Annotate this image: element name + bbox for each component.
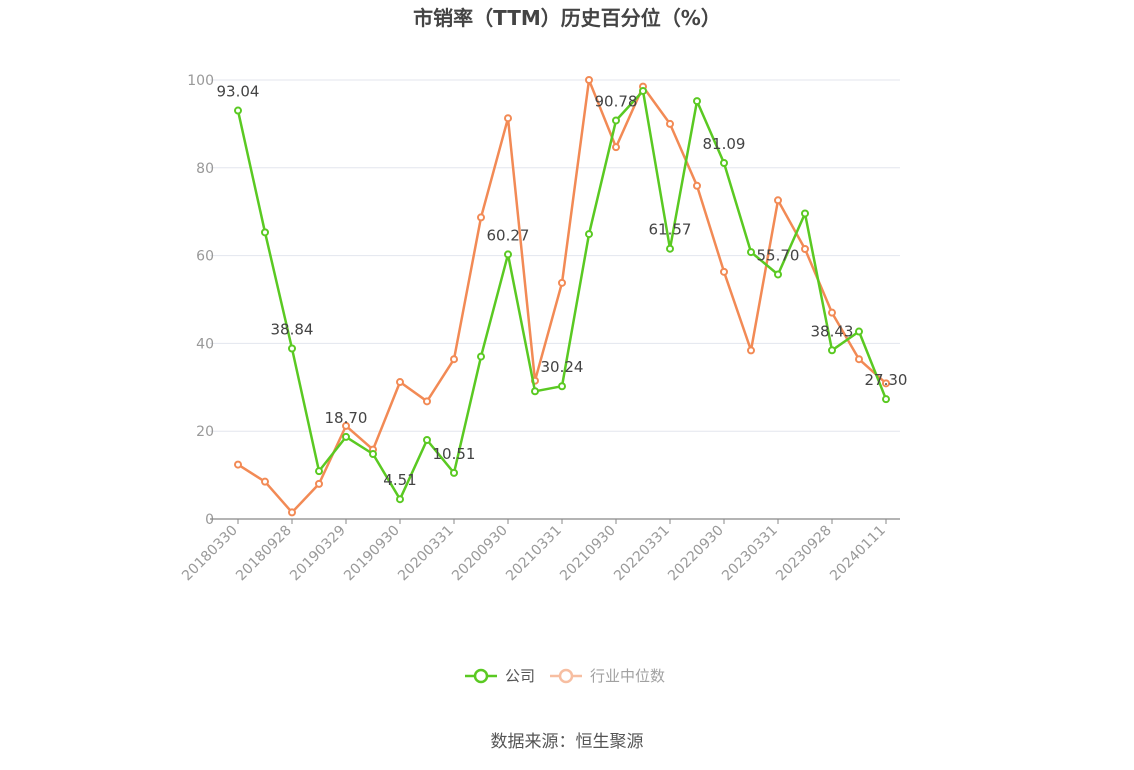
y-tick-label: 40 xyxy=(196,336,214,352)
legend-label: 行业中位数 xyxy=(590,667,665,685)
data-point xyxy=(747,346,755,355)
data-label: 81.09 xyxy=(703,135,746,153)
data-point xyxy=(882,395,890,404)
data-label: 18.70 xyxy=(325,409,368,427)
chart-title: 市销率（TTM）历史百分位（%） xyxy=(413,6,721,30)
x-tick-label: 20240111 xyxy=(827,523,889,585)
data-point xyxy=(720,267,728,276)
grid-layer xyxy=(210,79,900,432)
data-point xyxy=(828,308,836,317)
data-label: 93.04 xyxy=(217,83,260,101)
x-tick-label: 20210331 xyxy=(503,523,565,585)
data-point xyxy=(369,450,377,459)
series-line xyxy=(236,89,888,501)
data-label: 61.57 xyxy=(649,221,692,239)
data-label-layer: 93.04 38.84 18.70 4.51 10.51 60.27 30.24 90.78 6… xyxy=(217,83,908,490)
data-point xyxy=(855,355,863,364)
data-point xyxy=(261,477,269,486)
data-point xyxy=(639,86,647,95)
data-label: 60.27 xyxy=(487,226,530,244)
data-point xyxy=(828,346,836,355)
data-point xyxy=(423,435,431,444)
legend-item[interactable]: 公司 xyxy=(465,667,535,685)
data-point xyxy=(612,143,620,152)
legend-label: 公司 xyxy=(505,667,535,685)
data-point xyxy=(396,378,404,387)
y-tick-label: 80 xyxy=(196,161,214,177)
y-tick-label: 60 xyxy=(196,249,214,265)
data-label: 38.84 xyxy=(271,320,314,338)
legend-swatch-marker xyxy=(558,668,574,684)
legend-swatch-marker xyxy=(473,668,489,684)
data-point xyxy=(288,508,296,517)
data-point xyxy=(396,495,404,504)
data-point xyxy=(693,181,701,190)
data-point xyxy=(774,270,782,279)
x-tick-label: 20200331 xyxy=(395,523,457,585)
x-tick-label: 20200930 xyxy=(449,523,511,585)
data-point xyxy=(747,248,755,257)
data-point xyxy=(342,421,350,430)
x-tick-label: 20210930 xyxy=(557,523,619,585)
source-note: 数据来源：恒生聚源 xyxy=(491,732,644,752)
data-point xyxy=(720,159,728,168)
data-point xyxy=(504,250,512,259)
x-tick-label: 20180330 xyxy=(179,523,241,585)
data-label: 90.78 xyxy=(595,92,638,110)
series-line xyxy=(236,78,888,514)
data-point xyxy=(315,467,323,476)
data-point xyxy=(288,344,296,353)
data-point xyxy=(855,327,863,336)
data-point xyxy=(234,460,242,469)
data-point xyxy=(504,114,512,123)
data-point xyxy=(882,379,890,388)
y-tick-label: 20 xyxy=(196,424,214,440)
data-point xyxy=(585,76,593,84)
data-point xyxy=(315,479,323,488)
data-label: 27.30 xyxy=(865,371,908,389)
x-tick-label: 20190329 xyxy=(287,523,349,585)
data-point xyxy=(774,196,782,205)
data-label: 10.51 xyxy=(433,445,476,463)
legend-item[interactable]: 行业中位数 xyxy=(550,667,665,685)
data-point xyxy=(612,116,620,125)
data-point xyxy=(585,230,593,239)
data-point xyxy=(531,387,539,396)
data-point xyxy=(477,352,485,361)
x-tick-label: 20180928 xyxy=(233,523,295,585)
data-point xyxy=(450,355,458,364)
data-point xyxy=(342,432,350,441)
data-point xyxy=(693,97,701,106)
data-point xyxy=(234,106,242,115)
x-tick-label: 20190930 xyxy=(341,523,403,585)
data-point xyxy=(558,278,566,287)
x-tick-label: 20230331 xyxy=(719,523,781,585)
data-label: 55.70 xyxy=(757,246,800,264)
data-label: 30.24 xyxy=(541,358,584,376)
y-tick-label: 100 xyxy=(187,73,214,89)
y-tick-label: 0 xyxy=(205,512,214,528)
data-point xyxy=(801,245,809,254)
data-point xyxy=(666,119,674,128)
x-tick-label: 20220930 xyxy=(665,523,727,585)
data-label: 38.43 xyxy=(811,322,854,340)
data-point xyxy=(477,213,485,222)
x-tick-label: 20220331 xyxy=(611,523,673,585)
data-point xyxy=(801,209,809,218)
data-point xyxy=(450,468,458,477)
series-layer xyxy=(234,76,890,517)
data-point xyxy=(261,228,269,237)
data-point xyxy=(423,397,431,406)
legend[interactable]: 公司 行业中位数 xyxy=(465,667,665,685)
data-label: 4.51 xyxy=(383,471,416,489)
x-tick-label: 20230928 xyxy=(773,523,835,585)
data-point xyxy=(558,382,566,391)
data-point xyxy=(666,244,674,253)
